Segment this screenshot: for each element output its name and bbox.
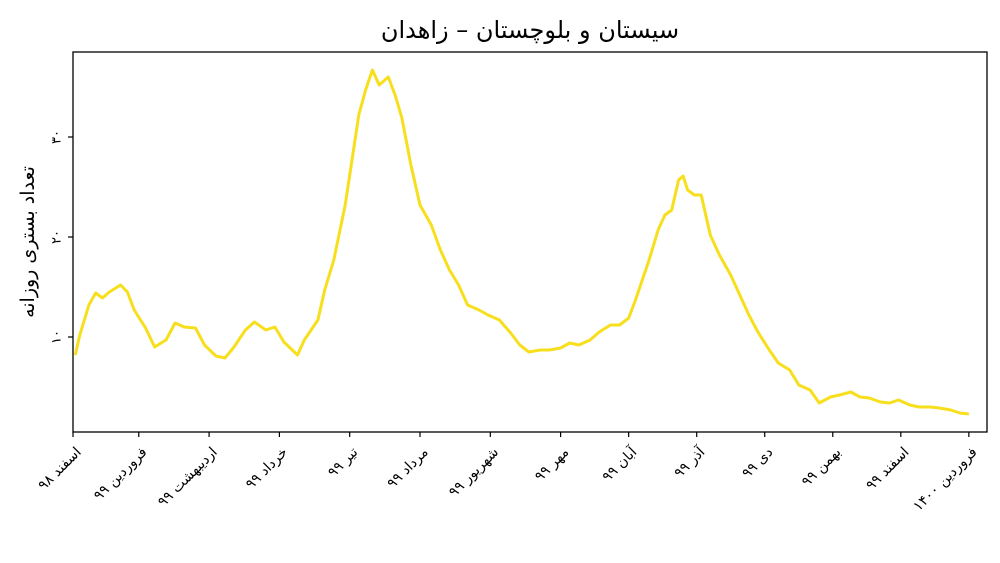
x-tick-label: دی ۹۹ [739, 444, 776, 481]
x-tick-label: بهمن ۹۹ [799, 444, 845, 490]
chart-title: سیستان و بلوچستان – زاهدان [381, 16, 679, 44]
x-tick-label: خرداد ۹۹ [243, 444, 291, 492]
x-tick-label: مرداد ۹۹ [384, 444, 431, 491]
y-tick-label: ۳۰ [50, 130, 65, 144]
data-line [73, 68, 970, 416]
x-tick-label: تیر ۹۹ [325, 444, 361, 480]
x-tick-label: فروردین ۱۴۰۰ [910, 444, 980, 514]
y-axis-label: تعداد بستری روزانه [17, 166, 39, 318]
x-tick-label: اردیبهشت ۹۹ [155, 444, 221, 510]
x-tick-label: اسفند ۹۸ [35, 444, 84, 493]
x-tick-label: آبان ۹۹ [599, 443, 641, 485]
y-tick-label: ۱۰ [50, 330, 65, 344]
x-tick-label: فروردین ۹۹ [91, 444, 151, 504]
x-tick-label: آذر ۹۹ [671, 443, 710, 482]
y-tick-label: ۲۰ [50, 230, 65, 244]
x-tick-label: شهریور ۹۹ [446, 444, 502, 500]
plot-frame [72, 51, 988, 433]
x-tick-label: اسفند ۹۹ [863, 444, 912, 493]
x-tick-label: مهر ۹۹ [532, 444, 572, 484]
